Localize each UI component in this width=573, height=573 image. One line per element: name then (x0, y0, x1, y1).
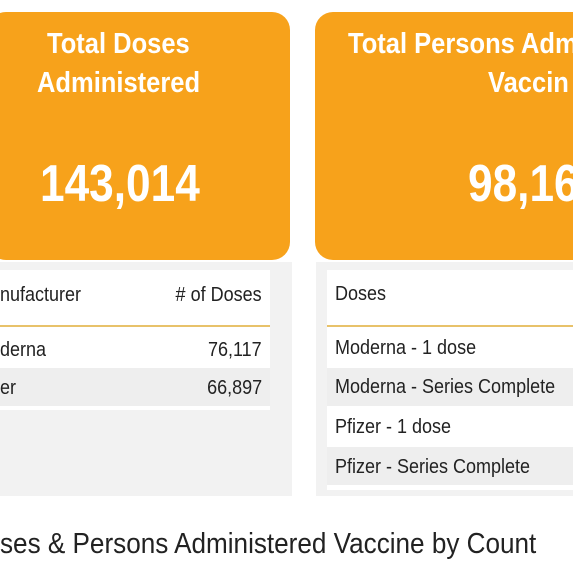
cell: Moderna - Series Complete (335, 376, 556, 398)
cell: Moderna - 1 dose (335, 337, 477, 359)
row (327, 368, 573, 406)
card: Total Doses Administered 143,014 (0, 12, 290, 260)
cell: Pfizer - Series Complete (335, 456, 531, 478)
cell: Pfizer - 1 dose (335, 416, 452, 438)
divider (327, 325, 573, 327)
card-value: 98,16 (468, 155, 573, 213)
card-value: 143,014 (40, 155, 200, 213)
card: Total Persons Adm Vaccin 98,16 (315, 12, 573, 260)
cell: 66,897 (206, 377, 262, 399)
header-cell: nufacturer (0, 284, 82, 306)
row (0, 330, 270, 368)
table-panel: nufacturer # of Doses derna 76,117 er 66… (0, 262, 292, 496)
row (0, 368, 270, 406)
section-title: ses & Persons Administered Vaccine by Co… (0, 528, 537, 560)
table-panel: Doses Moderna - 1 dose Moderna - Series … (316, 262, 573, 496)
table: Doses Moderna - 1 dose Moderna - Series … (327, 270, 573, 490)
card-title: Total Doses (47, 28, 190, 60)
card-title: Administered (37, 67, 201, 99)
cell: derna (0, 339, 47, 361)
header-cell: # of Doses (175, 284, 262, 306)
header-cell: Doses (335, 283, 387, 305)
cell: 76,117 (208, 339, 262, 361)
row (327, 447, 573, 485)
card-title: Total Persons Adm (348, 28, 573, 60)
table: nufacturer # of Doses derna 76,117 er 66… (0, 270, 270, 410)
divider (0, 325, 270, 327)
card-title: Vaccin (488, 67, 569, 99)
cell: er (0, 377, 17, 399)
